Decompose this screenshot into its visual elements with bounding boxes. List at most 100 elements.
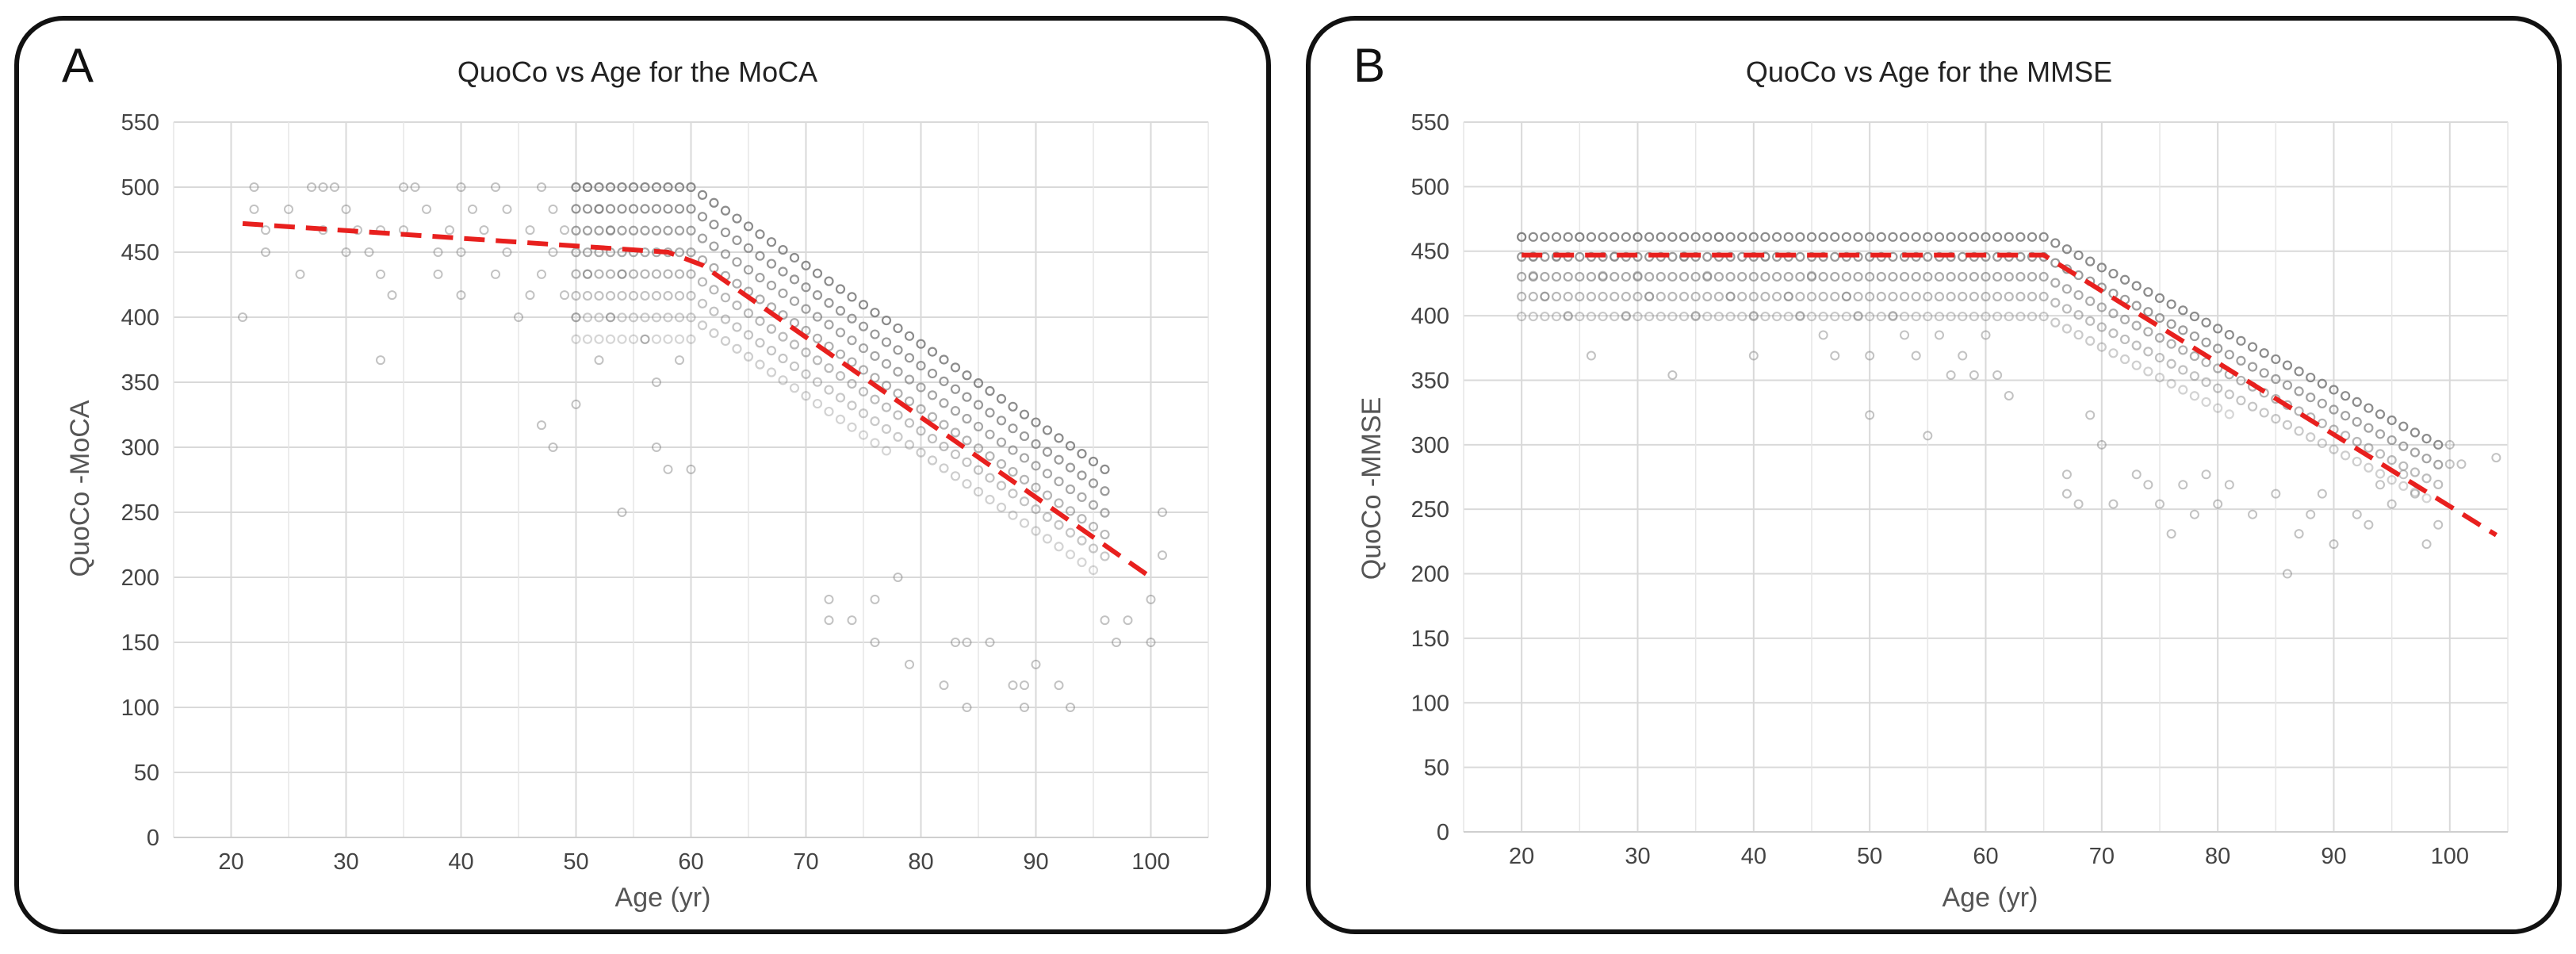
trend-line: [1521, 252, 2498, 538]
data-point: [1031, 482, 1041, 492]
data-point: [755, 229, 765, 239]
data-point: [950, 384, 961, 394]
data-point: [858, 408, 869, 419]
data-point: [870, 351, 880, 362]
data-point: [1158, 508, 1167, 517]
data-point: [686, 464, 696, 474]
data-point: [847, 422, 857, 432]
data-point: [1517, 271, 1527, 282]
data-point: [548, 247, 558, 257]
data-point: [617, 204, 627, 214]
data-point: [674, 312, 685, 323]
data-point: [950, 362, 961, 373]
data-point: [916, 360, 926, 371]
data-point: [605, 204, 616, 214]
data-point: [801, 304, 811, 314]
data-point: [1923, 271, 1933, 282]
data-point: [1690, 311, 1701, 321]
data-point: [743, 351, 754, 362]
data-point: [2143, 480, 2153, 490]
data-point: [2178, 325, 2188, 335]
y-tick-label: 200: [121, 565, 159, 591]
data-point: [2189, 371, 2200, 381]
data-point: [743, 308, 754, 319]
data-point: [1888, 271, 1898, 282]
x-tick-label: 40: [448, 849, 473, 875]
data-point: [1632, 271, 1643, 282]
data-point: [1088, 478, 1099, 488]
data-point: [1054, 454, 1064, 465]
data-point: [2271, 374, 2281, 385]
data-point: [2224, 350, 2234, 360]
x-tick-label: 60: [678, 849, 703, 875]
data-point: [1146, 594, 1156, 604]
y-tick-label: 250: [1411, 497, 1449, 523]
data-point: [1841, 271, 1852, 282]
data-point: [502, 204, 512, 214]
data-point: [893, 366, 903, 377]
data-point: [1900, 330, 1910, 340]
data-point: [1783, 291, 1793, 301]
data-point: [2294, 386, 2304, 397]
data-point: [640, 269, 650, 279]
data-point: [2387, 475, 2397, 485]
data-point: [720, 293, 731, 303]
data-point: [1008, 466, 1018, 477]
data-point: [1748, 311, 1759, 322]
panel-letter: B: [1353, 39, 1386, 92]
data-point: [2271, 414, 2281, 424]
data-point: [617, 269, 627, 279]
data-point: [628, 312, 639, 323]
data-point: [962, 435, 972, 446]
data-point: [2201, 397, 2211, 408]
data-point: [904, 353, 915, 363]
data-point: [456, 247, 466, 257]
data-point: [870, 308, 880, 318]
data-point: [341, 204, 351, 214]
data-point: [916, 404, 926, 414]
data-point: [1054, 433, 1064, 443]
data-point: [2294, 366, 2304, 377]
data-point: [686, 182, 696, 193]
data-point: [594, 225, 604, 236]
data-point: [1830, 291, 1840, 302]
data-point: [1065, 527, 1076, 538]
data-point: [2213, 343, 2223, 354]
data-point: [1946, 311, 1956, 322]
data-point: [2085, 316, 2096, 326]
data-point: [1667, 232, 1678, 242]
data-point: [1077, 470, 1087, 481]
data-point: [1958, 291, 1968, 302]
data-point: [1853, 311, 1863, 321]
data-point: [2421, 493, 2432, 504]
data-point: [1586, 291, 1597, 302]
data-point: [1876, 291, 1886, 302]
data-point: [2282, 380, 2293, 390]
data-point: [1818, 291, 1828, 302]
data-point: [2364, 403, 2374, 413]
data-point: [1655, 232, 1666, 242]
data-point: [674, 247, 685, 258]
data-point: [1737, 291, 1747, 302]
data-point: [2004, 311, 2014, 322]
data-point: [847, 400, 857, 411]
data-point: [582, 290, 593, 301]
data-point: [1958, 311, 1968, 322]
data-point: [962, 703, 972, 712]
data-point: [571, 312, 581, 323]
data-point: [1008, 445, 1018, 455]
data-point: [2271, 354, 2281, 365]
data-point: [560, 290, 569, 301]
data-point: [341, 247, 351, 257]
data-point: [985, 385, 995, 397]
data-point: [1969, 232, 1979, 242]
data-point: [801, 369, 811, 379]
data-point: [824, 615, 834, 626]
data-point: [812, 312, 823, 322]
data-point: [2119, 334, 2130, 345]
data-point: [2201, 337, 2211, 347]
data-point: [1020, 680, 1029, 691]
data-point: [663, 225, 673, 236]
data-point: [571, 399, 581, 409]
x-tick-label: 60: [1973, 844, 1998, 869]
